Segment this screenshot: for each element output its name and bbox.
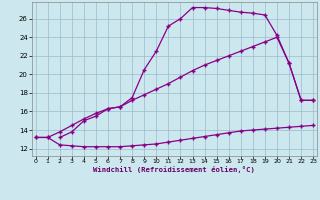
X-axis label: Windchill (Refroidissement éolien,°C): Windchill (Refroidissement éolien,°C) bbox=[93, 166, 255, 173]
